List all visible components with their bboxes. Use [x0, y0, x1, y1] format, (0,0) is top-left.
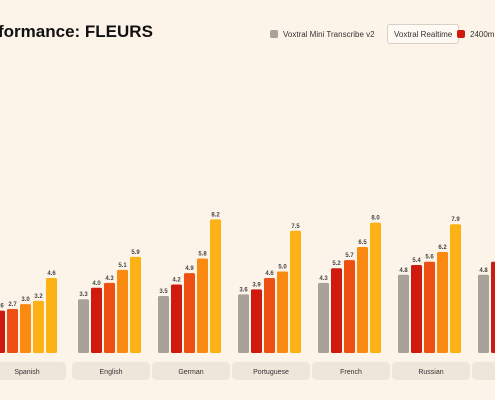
category-label: Portuguese: [253, 369, 289, 376]
bar-value-label: 4.6: [47, 271, 56, 277]
bar-value-label: 3.6: [239, 287, 248, 293]
bar-value-label: 5.7: [345, 253, 354, 259]
bar: [331, 268, 342, 353]
bar-value-label: 6.5: [358, 240, 367, 246]
category-label: German: [178, 369, 203, 376]
bar: [411, 264, 422, 353]
legend-label: Voxtral Realtime: [394, 29, 453, 39]
bar-value-label: 3.0: [21, 297, 30, 303]
legend-item[interactable]: 2400m: [457, 24, 494, 44]
chart-title: formance: FLEURS: [0, 22, 153, 41]
bar: [0, 310, 5, 353]
bar: [398, 274, 409, 353]
bar-value-label: 5.2: [332, 261, 341, 267]
bar: [104, 282, 115, 353]
bar-value-label: 5.9: [131, 250, 140, 256]
bar-value-label: 3.5: [159, 289, 168, 295]
bar: [171, 284, 182, 353]
bar: [318, 282, 329, 353]
category-label: Russian: [418, 369, 443, 376]
bar-value-label: 5.0: [278, 265, 287, 271]
legend-swatch: [270, 30, 278, 38]
category-label: Spanish: [14, 369, 39, 376]
bar-value-label: 6.2: [438, 245, 447, 251]
bar-value-label: 4.2: [172, 278, 181, 284]
bar-value-label: 4.6: [265, 271, 274, 277]
bar: [7, 308, 18, 353]
category-tab[interactable]: [312, 362, 390, 380]
bar-value-label: 4.9: [185, 266, 194, 272]
bar-value-label: 4.0: [92, 281, 101, 287]
legend-label: Voxtral Mini Transcribe v2: [283, 29, 375, 39]
bar: [370, 222, 381, 353]
bar: [130, 256, 141, 353]
legend-swatch: [457, 30, 465, 38]
bar-value-label: 2.6: [0, 304, 4, 310]
category-tab[interactable]: [472, 362, 495, 380]
chart-legend: Voxtral Mini Transcribe v2 Voxtral Realti…: [270, 24, 495, 44]
bar: [78, 299, 89, 353]
bar-value-label: 7.5: [291, 224, 300, 230]
legend-item[interactable]: Voxtral Mini Transcribe v2: [270, 24, 375, 44]
bar: [344, 260, 355, 353]
bar: [491, 261, 495, 353]
category-tab[interactable]: [232, 362, 310, 380]
bar-value-label: 4.3: [319, 276, 328, 282]
bar: [91, 287, 102, 353]
bar-value-label: 4.8: [399, 268, 408, 274]
bar-value-label: 7.9: [451, 217, 460, 223]
bar: [437, 251, 448, 353]
bar: [357, 247, 368, 353]
bar: [197, 258, 208, 353]
category-label: French: [340, 369, 362, 376]
bar-value-label: 4.8: [479, 268, 488, 274]
category-tab[interactable]: [0, 362, 66, 380]
bar: [290, 230, 301, 353]
bar: [117, 269, 128, 353]
bar: [184, 273, 195, 353]
bar-value-label: 5.4: [412, 258, 421, 264]
bar: [33, 300, 44, 353]
bar-value-label: 5.8: [198, 251, 207, 257]
bar: [277, 271, 288, 353]
bar: [251, 289, 262, 353]
bar: [210, 219, 221, 353]
bar-value-label: 2.7: [8, 302, 17, 308]
bar: [20, 304, 31, 353]
bar: [264, 278, 275, 353]
bar-value-label: 3.9: [252, 282, 261, 288]
bar-value-label: 8.2: [211, 212, 220, 218]
category-tab[interactable]: [152, 362, 230, 380]
bar: [478, 274, 489, 353]
bar-value-label: 3.2: [34, 294, 43, 300]
bar: [238, 294, 249, 353]
bar-value-label: 4.3: [105, 276, 114, 282]
bar-value-label: 5.1: [118, 263, 127, 269]
category-label: English: [100, 369, 123, 376]
category-tab[interactable]: [392, 362, 470, 380]
bar-value-label: 8.0: [371, 216, 380, 222]
category-tab[interactable]: [72, 362, 150, 380]
bar: [158, 295, 169, 353]
bar: [450, 224, 461, 353]
legend-label: 2400m: [470, 29, 495, 39]
bar: [424, 261, 435, 353]
bar: [46, 278, 57, 353]
bar-value-label: 5.6: [425, 255, 434, 261]
bar-value-label: 3.3: [79, 292, 88, 298]
